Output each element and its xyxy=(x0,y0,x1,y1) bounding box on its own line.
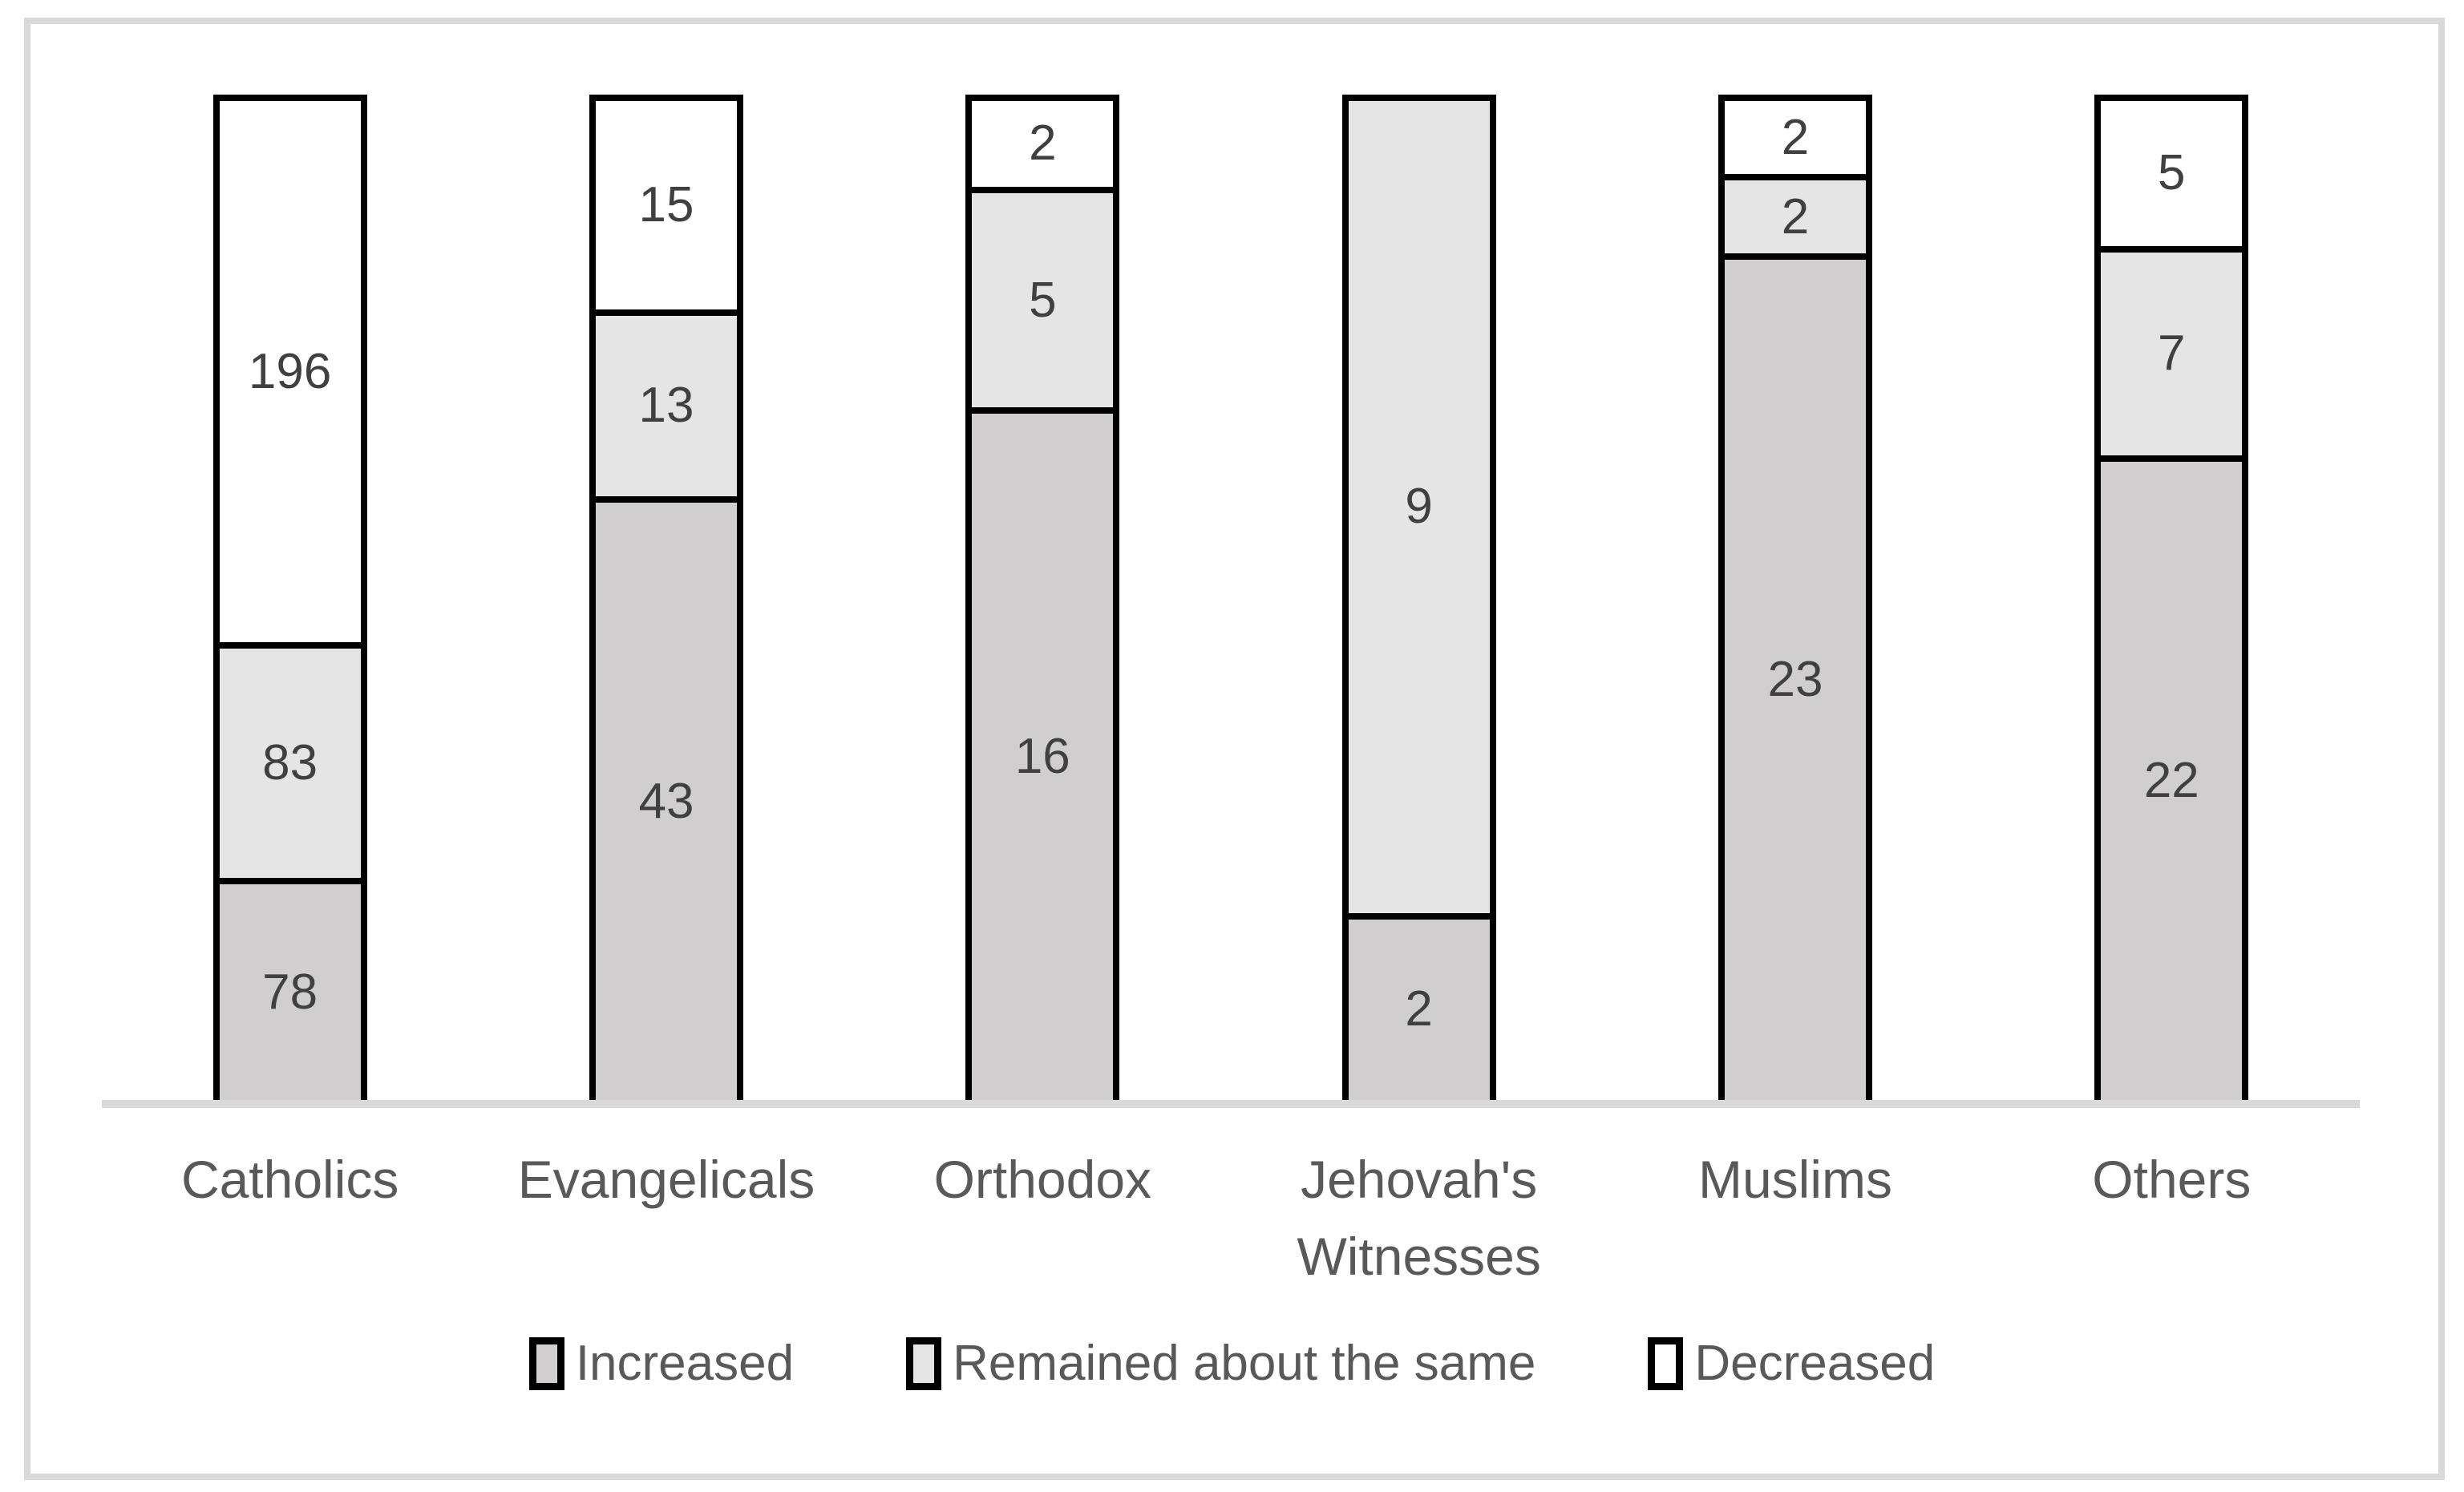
segment-value-label: 16 xyxy=(1014,729,1070,785)
x-axis-baseline xyxy=(102,1100,2360,1108)
bar-orthodox: 2 5 16 xyxy=(965,95,1120,1100)
bar-slot-muslims: 2 2 23 xyxy=(1607,95,1983,1100)
bar-slot-evangelicals: 15 13 43 xyxy=(478,95,854,1100)
bar-muslims: 2 2 23 xyxy=(1718,95,1872,1100)
segment-value-label: 22 xyxy=(2143,753,2199,809)
bar-others: 5 7 22 xyxy=(2094,95,2249,1100)
bar-slot-others: 5 7 22 xyxy=(1984,95,2360,1100)
plot-area: 196 83 78 15 13 43 2 5 16 9 2 2 2 23 5 7 22 xyxy=(102,95,2360,1100)
segment-value-label: 2 xyxy=(1405,981,1433,1037)
legend-label-increased: Increased xyxy=(575,1336,795,1391)
category-label-orthodox: Orthodox xyxy=(933,1150,1152,1209)
segment-increased: 78 xyxy=(212,878,367,1100)
segment-value-label: 5 xyxy=(1029,272,1057,328)
segment-value-label: 23 xyxy=(1767,652,1823,708)
segment-value-label: 2 xyxy=(1781,109,1810,165)
segment-value-label: 9 xyxy=(1405,479,1433,535)
segment-value-label: 15 xyxy=(638,176,694,232)
segment-decreased: 15 xyxy=(589,95,743,316)
segment-decreased: 2 xyxy=(1718,95,1872,181)
bar-slot-orthodox: 2 5 16 xyxy=(855,95,1231,1100)
bars-container: 196 83 78 15 13 43 2 5 16 9 2 2 2 23 5 7 22 xyxy=(102,95,2360,1100)
segment-increased: 22 xyxy=(2094,455,2249,1100)
segment-value-label: 43 xyxy=(638,773,694,829)
segment-remained-about-the-same: 2 xyxy=(1718,174,1872,261)
legend: Increased Remained about the same Decrease… xyxy=(0,1337,2464,1390)
bar-slot-catholics: 196 83 78 xyxy=(102,95,478,1100)
legend-swatch-decreased xyxy=(1648,1337,1684,1390)
category-axis-labels: Catholics Evangelicals Orthodox Jehovah's W… xyxy=(102,1142,2360,1295)
bar-catholics: 196 83 78 xyxy=(212,95,367,1100)
category-label-muslims: Muslims xyxy=(1697,1150,1892,1209)
segment-decreased: 2 xyxy=(965,95,1120,193)
segment-decreased: 196 xyxy=(212,95,367,649)
legend-label-remained-about-the-same: Remained about the same xyxy=(953,1336,1536,1391)
segment-decreased: 5 xyxy=(2094,95,2249,253)
legend-item-decreased: Decreased xyxy=(1648,1337,1935,1390)
segment-remained-about-the-same: 13 xyxy=(589,309,743,503)
segment-value-label: 78 xyxy=(262,964,318,1020)
segment-value-label: 13 xyxy=(638,378,694,434)
segment-increased: 2 xyxy=(1341,912,1496,1100)
segment-value-label: 196 xyxy=(248,343,332,399)
legend-swatch-remained-about-the-same xyxy=(906,1337,942,1390)
category-label-catholics: Catholics xyxy=(180,1150,399,1209)
category-label-others: Others xyxy=(2092,1150,2252,1209)
segment-value-label: 7 xyxy=(2158,325,2186,382)
category-label-jehovah-s-witnesses: Jehovah's Witnesses xyxy=(1297,1150,1541,1286)
segment-increased: 23 xyxy=(1718,253,1872,1100)
category-label-evangelicals: Evangelicals xyxy=(517,1150,815,1209)
segment-increased: 16 xyxy=(965,407,1120,1100)
segment-value-label: 2 xyxy=(1029,115,1057,172)
legend-swatch-increased xyxy=(528,1337,564,1390)
segment-value-label: 2 xyxy=(1781,188,1810,245)
legend-item-remained-about-the-same: Remained about the same xyxy=(906,1337,1535,1390)
segment-remained-about-the-same: 9 xyxy=(1341,95,1496,920)
segment-increased: 43 xyxy=(589,496,743,1100)
segment-remained-about-the-same: 5 xyxy=(965,186,1120,414)
segment-value-label: 83 xyxy=(262,735,318,791)
bar-evangelicals: 15 13 43 xyxy=(589,95,743,1100)
legend-item-increased: Increased xyxy=(528,1336,795,1391)
legend-label-decreased: Decreased xyxy=(1694,1336,1936,1391)
chart-outer-frame xyxy=(24,18,2445,1480)
segment-value-label: 5 xyxy=(2158,145,2186,201)
segment-remained-about-the-same: 7 xyxy=(2094,245,2249,463)
segment-remained-about-the-same: 83 xyxy=(212,642,367,885)
